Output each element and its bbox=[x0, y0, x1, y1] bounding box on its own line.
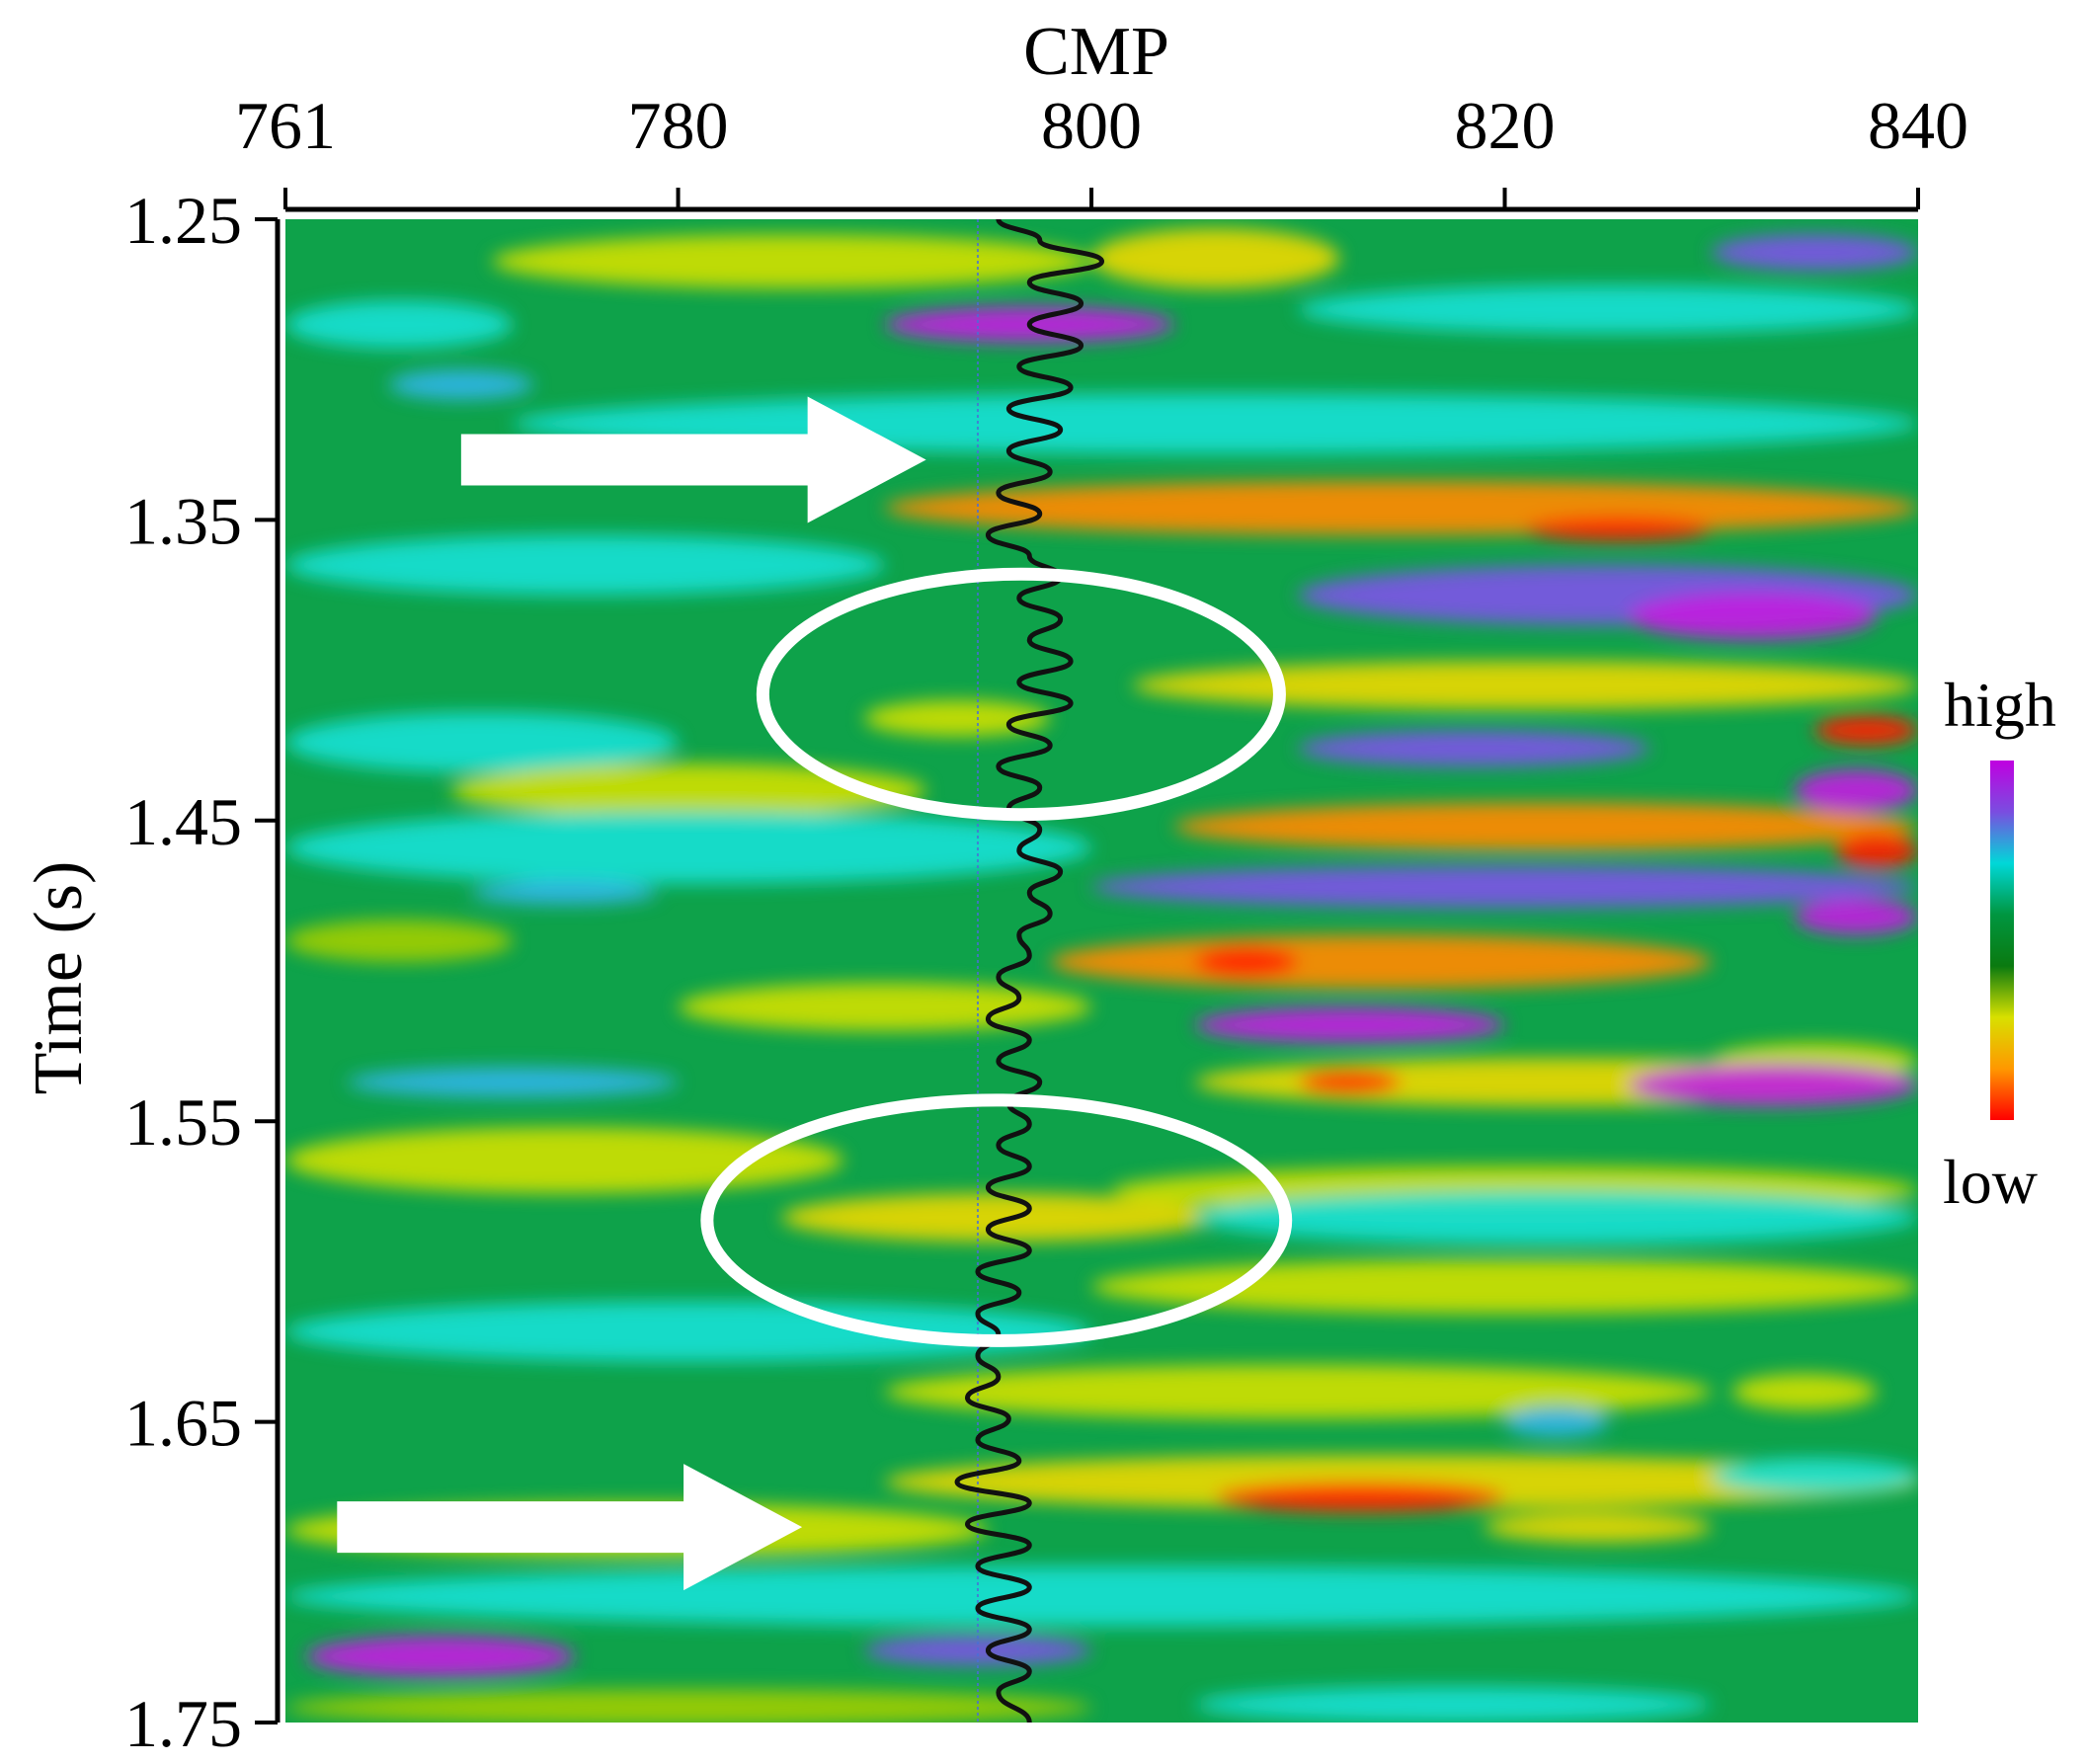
y-tick-label: 1.75 bbox=[124, 1686, 242, 1761]
heatmap-band bbox=[678, 983, 1092, 1031]
y-ticks: 1.25 1.35 1.45 1.55 1.65 1.75 bbox=[124, 183, 278, 1761]
x-ticks: 761 780 800 820 840 bbox=[235, 88, 1968, 209]
heatmap-band bbox=[1173, 802, 1918, 851]
x-axis-title: CMP bbox=[1023, 14, 1169, 90]
heatmap-band bbox=[1298, 1070, 1402, 1094]
annotation-ellipse bbox=[700, 1093, 1293, 1347]
heatmap-band bbox=[450, 762, 926, 818]
heatmap-band bbox=[1194, 1006, 1505, 1044]
annotation-ellipse bbox=[756, 567, 1286, 822]
heatmap-band bbox=[1629, 1064, 1918, 1106]
heatmap-band bbox=[1731, 1373, 1878, 1410]
y-tick-label: 1.65 bbox=[124, 1386, 242, 1461]
heatmap-band bbox=[1091, 865, 1918, 909]
heatmap-band bbox=[1484, 1511, 1712, 1543]
heatmap-band bbox=[884, 1364, 1712, 1419]
heatmap-band bbox=[1504, 1406, 1609, 1437]
heatmap-band bbox=[1091, 228, 1340, 289]
heatmap-band bbox=[1194, 1190, 1918, 1245]
heatmap-overlay bbox=[337, 219, 1293, 1723]
heatmap-band bbox=[285, 920, 514, 962]
x-tick-label: 800 bbox=[1041, 88, 1142, 163]
heatmap-band bbox=[1711, 1458, 1918, 1494]
heatmap-band bbox=[1711, 234, 1918, 271]
heatmap-band bbox=[1298, 730, 1649, 767]
heatmap-band bbox=[1050, 934, 1712, 990]
x-axis: 761 780 800 820 840 CMP bbox=[235, 14, 1968, 212]
heatmap-band bbox=[1132, 661, 1918, 710]
y-tick-label: 1.35 bbox=[124, 483, 242, 558]
heatmap-band bbox=[305, 1635, 575, 1678]
heatmap-band bbox=[1091, 1259, 1918, 1315]
heatmap-band bbox=[1629, 592, 1878, 641]
heatmap-band bbox=[285, 1689, 1091, 1723]
heatmap-band bbox=[285, 1127, 843, 1194]
annotation-arrow bbox=[337, 1464, 803, 1591]
heatmap-band bbox=[1194, 1686, 1712, 1723]
heatmap-band bbox=[388, 369, 534, 400]
heatmap-band bbox=[1298, 284, 1918, 334]
y-tick-label: 1.25 bbox=[124, 183, 242, 258]
y-tick-label: 1.55 bbox=[124, 1084, 242, 1160]
x-tick-label: 820 bbox=[1455, 88, 1556, 163]
heatmap-band bbox=[1835, 832, 1918, 869]
colorbar: high low bbox=[1943, 670, 2056, 1217]
heatmap-band bbox=[285, 811, 1092, 884]
colorbar-bar bbox=[1990, 761, 2014, 1120]
heatmap-band bbox=[1525, 517, 1712, 541]
heatmap-band bbox=[1794, 898, 1918, 935]
y-axis: 1.25 1.35 1.45 1.55 1.65 1.75 Time (s) bbox=[21, 183, 281, 1761]
heatmap-band bbox=[285, 1301, 1092, 1362]
x-tick-label: 780 bbox=[628, 88, 729, 163]
heatmap-band bbox=[863, 700, 1051, 737]
heatmap-band bbox=[1194, 946, 1299, 978]
x-tick-label: 761 bbox=[235, 88, 336, 163]
heatmap-band bbox=[781, 1193, 1216, 1242]
heatmap-band bbox=[285, 712, 679, 773]
heatmap-band bbox=[1814, 715, 1918, 746]
heatmap-band bbox=[471, 880, 658, 906]
heatmap-band bbox=[1215, 1482, 1505, 1512]
heatmap-band bbox=[884, 480, 1918, 535]
heatmap-band bbox=[1794, 769, 1918, 812]
y-tick-label: 1.45 bbox=[124, 784, 242, 859]
well-trace bbox=[954, 219, 1104, 1723]
heatmap-band bbox=[285, 534, 885, 596]
plot-area bbox=[285, 219, 1918, 1723]
colorbar-low-label: low bbox=[1943, 1147, 2038, 1217]
heatmap-band bbox=[492, 234, 1092, 289]
x-tick-label: 840 bbox=[1868, 88, 1968, 163]
heatmap-band bbox=[884, 1455, 1918, 1509]
heatmap-band bbox=[347, 1067, 679, 1097]
heatmap-band bbox=[285, 300, 514, 349]
annotation-arrow bbox=[460, 396, 926, 523]
colorbar-high-label: high bbox=[1944, 670, 2056, 740]
y-axis-title: Time (s) bbox=[21, 861, 97, 1095]
heatmap-band bbox=[285, 1565, 1918, 1627]
